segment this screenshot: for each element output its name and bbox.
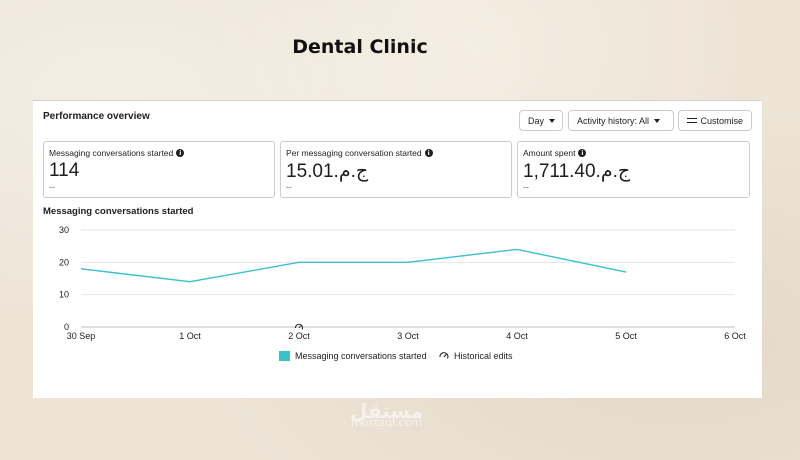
watermark-logo: مستقل — [350, 399, 424, 423]
metric-label: Amount spent i — [523, 148, 587, 158]
metric-comparison: -- — [523, 182, 529, 192]
metric-comparison: -- — [49, 182, 55, 192]
y-tick-label: 30 — [59, 225, 69, 235]
historical-edit-marker-icon[interactable] — [295, 323, 303, 330]
info-icon[interactable]: i — [578, 149, 587, 157]
metric-value: 15.01.ج.م — [286, 161, 369, 182]
metric-card-amount-spent[interactable]: Amount spent i 1,711.40.ج.م -- — [517, 141, 750, 198]
activity-history-dropdown[interactable]: Activity history: All — [568, 110, 674, 131]
metric-card-conversations[interactable]: Messaging conversations started i 114 -- — [43, 141, 275, 198]
metric-card-cost-per-conversation[interactable]: Per messaging conversation started i 15.… — [280, 141, 512, 198]
info-icon[interactable]: i — [424, 149, 433, 157]
legend-item-label: Historical edits — [454, 351, 513, 361]
day-dropdown[interactable]: Day — [519, 110, 563, 131]
legend-item-label: Messaging conversations started — [295, 351, 427, 361]
watermark-url: mostaql.com — [350, 416, 423, 429]
panel-title: Performance overview — [43, 111, 150, 122]
x-tick-label: 4 Oct — [506, 331, 528, 341]
metric-label-text: Messaging conversations started — [49, 148, 174, 158]
line-chart: 0 10 20 30 30 Sep 1 Oct 2 Oct 3 Oct 4 Oct 5 Oct 6 … — [59, 225, 746, 361]
metric-label: Per messaging conversation started i — [286, 148, 433, 158]
y-tick-label: 20 — [59, 257, 69, 267]
x-tick-label: 6 Oct — [724, 331, 746, 341]
x-tick-label: 30 Sep — [67, 331, 96, 341]
legend-swatch — [279, 351, 290, 361]
y-tick-label: 10 — [59, 290, 69, 300]
metric-value: 1,711.40.ج.م — [523, 161, 631, 182]
watermark: مستقل mostaql.com — [350, 399, 424, 429]
info-icon[interactable]: i — [176, 149, 185, 157]
series-line — [80, 248, 627, 283]
metric-label-text: Per messaging conversation started — [286, 148, 422, 158]
metric-label: Messaging conversations started i — [49, 148, 185, 158]
x-tick-label: 2 Oct — [288, 331, 310, 341]
activity-history-label: Activity history: All — [577, 115, 650, 126]
day-dropdown-label: Day — [528, 115, 545, 126]
y-tick-label: 0 — [64, 322, 69, 332]
chart-title: Messaging conversations started — [43, 206, 194, 217]
metric-value: 114 — [49, 160, 80, 181]
performance-panel: Performance overview Day Activity histor… — [33, 100, 762, 398]
metric-label-text: Amount spent — [523, 148, 576, 158]
x-tick-label: 5 Oct — [615, 331, 637, 341]
gauge-needle — [443, 353, 447, 358]
x-tick-label: 3 Oct — [397, 331, 419, 341]
x-tick-label: 1 Oct — [179, 331, 201, 341]
page-headline: Dental Clinic — [292, 36, 428, 58]
gauge-icon — [439, 352, 449, 359]
caret-down-icon — [654, 118, 661, 123]
customise-button[interactable]: Customise — [678, 110, 752, 131]
metric-comparison: -- — [286, 182, 292, 192]
caret-down-icon — [549, 118, 556, 123]
customise-label: Customise — [700, 115, 743, 126]
sliders-icon — [687, 117, 697, 125]
